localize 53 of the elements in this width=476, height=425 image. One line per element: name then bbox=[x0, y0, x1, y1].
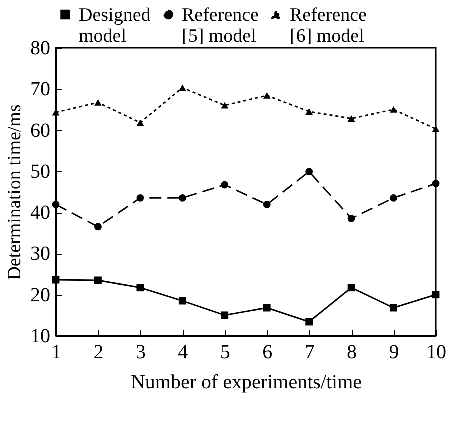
point bbox=[136, 194, 144, 202]
y-tick-label: 20 bbox=[30, 284, 50, 306]
point bbox=[94, 100, 102, 106]
legend-label: Reference [6] model bbox=[290, 4, 367, 47]
point bbox=[348, 284, 356, 292]
x-tick-label: 5 bbox=[220, 342, 230, 364]
x-tick-label: 7 bbox=[304, 342, 315, 364]
x-tick-label: 10 bbox=[426, 342, 446, 364]
point bbox=[390, 194, 398, 202]
point bbox=[178, 84, 186, 92]
y-tick-label: 70 bbox=[30, 78, 50, 101]
point bbox=[52, 109, 60, 116]
y-tick-label: 60 bbox=[30, 120, 50, 142]
point bbox=[263, 304, 271, 312]
y-tick-label: 80 bbox=[30, 38, 50, 60]
point bbox=[432, 180, 440, 188]
legend-label: Designed model bbox=[79, 4, 152, 47]
x-tick-label: 4 bbox=[178, 342, 188, 364]
point bbox=[348, 215, 356, 222]
point bbox=[390, 106, 398, 113]
y-tick-label: 40 bbox=[30, 202, 50, 224]
point bbox=[306, 318, 314, 326]
point bbox=[221, 102, 229, 109]
x-tick-label: 3 bbox=[136, 342, 146, 364]
point bbox=[263, 92, 271, 99]
x-tick-label: 6 bbox=[262, 342, 273, 364]
point bbox=[221, 181, 229, 189]
x-tick-label: 2 bbox=[94, 342, 104, 364]
point bbox=[221, 312, 229, 320]
point bbox=[263, 201, 271, 208]
point bbox=[390, 304, 398, 312]
y-tick-label: 30 bbox=[30, 243, 50, 266]
legend-label: Reference [5] model bbox=[182, 4, 259, 47]
point bbox=[432, 126, 440, 132]
point bbox=[52, 201, 60, 208]
y-tick-label: 10 bbox=[30, 326, 50, 348]
point bbox=[136, 120, 144, 126]
point bbox=[348, 116, 356, 122]
y-axis-title: Determination time/ms bbox=[4, 104, 26, 280]
point bbox=[94, 223, 102, 231]
point bbox=[136, 284, 144, 292]
point bbox=[432, 291, 440, 299]
point bbox=[94, 276, 102, 284]
x-tick-label: 1 bbox=[52, 342, 62, 364]
x-tick-label: 8 bbox=[347, 342, 358, 364]
point bbox=[306, 108, 314, 115]
x-tick-label: 9 bbox=[389, 342, 400, 364]
point bbox=[52, 276, 60, 284]
point bbox=[178, 194, 186, 202]
point bbox=[178, 297, 186, 305]
point bbox=[306, 168, 314, 176]
y-tick-label: 50 bbox=[30, 160, 50, 183]
x-axis-title: Number of experiments/time bbox=[130, 372, 362, 394]
